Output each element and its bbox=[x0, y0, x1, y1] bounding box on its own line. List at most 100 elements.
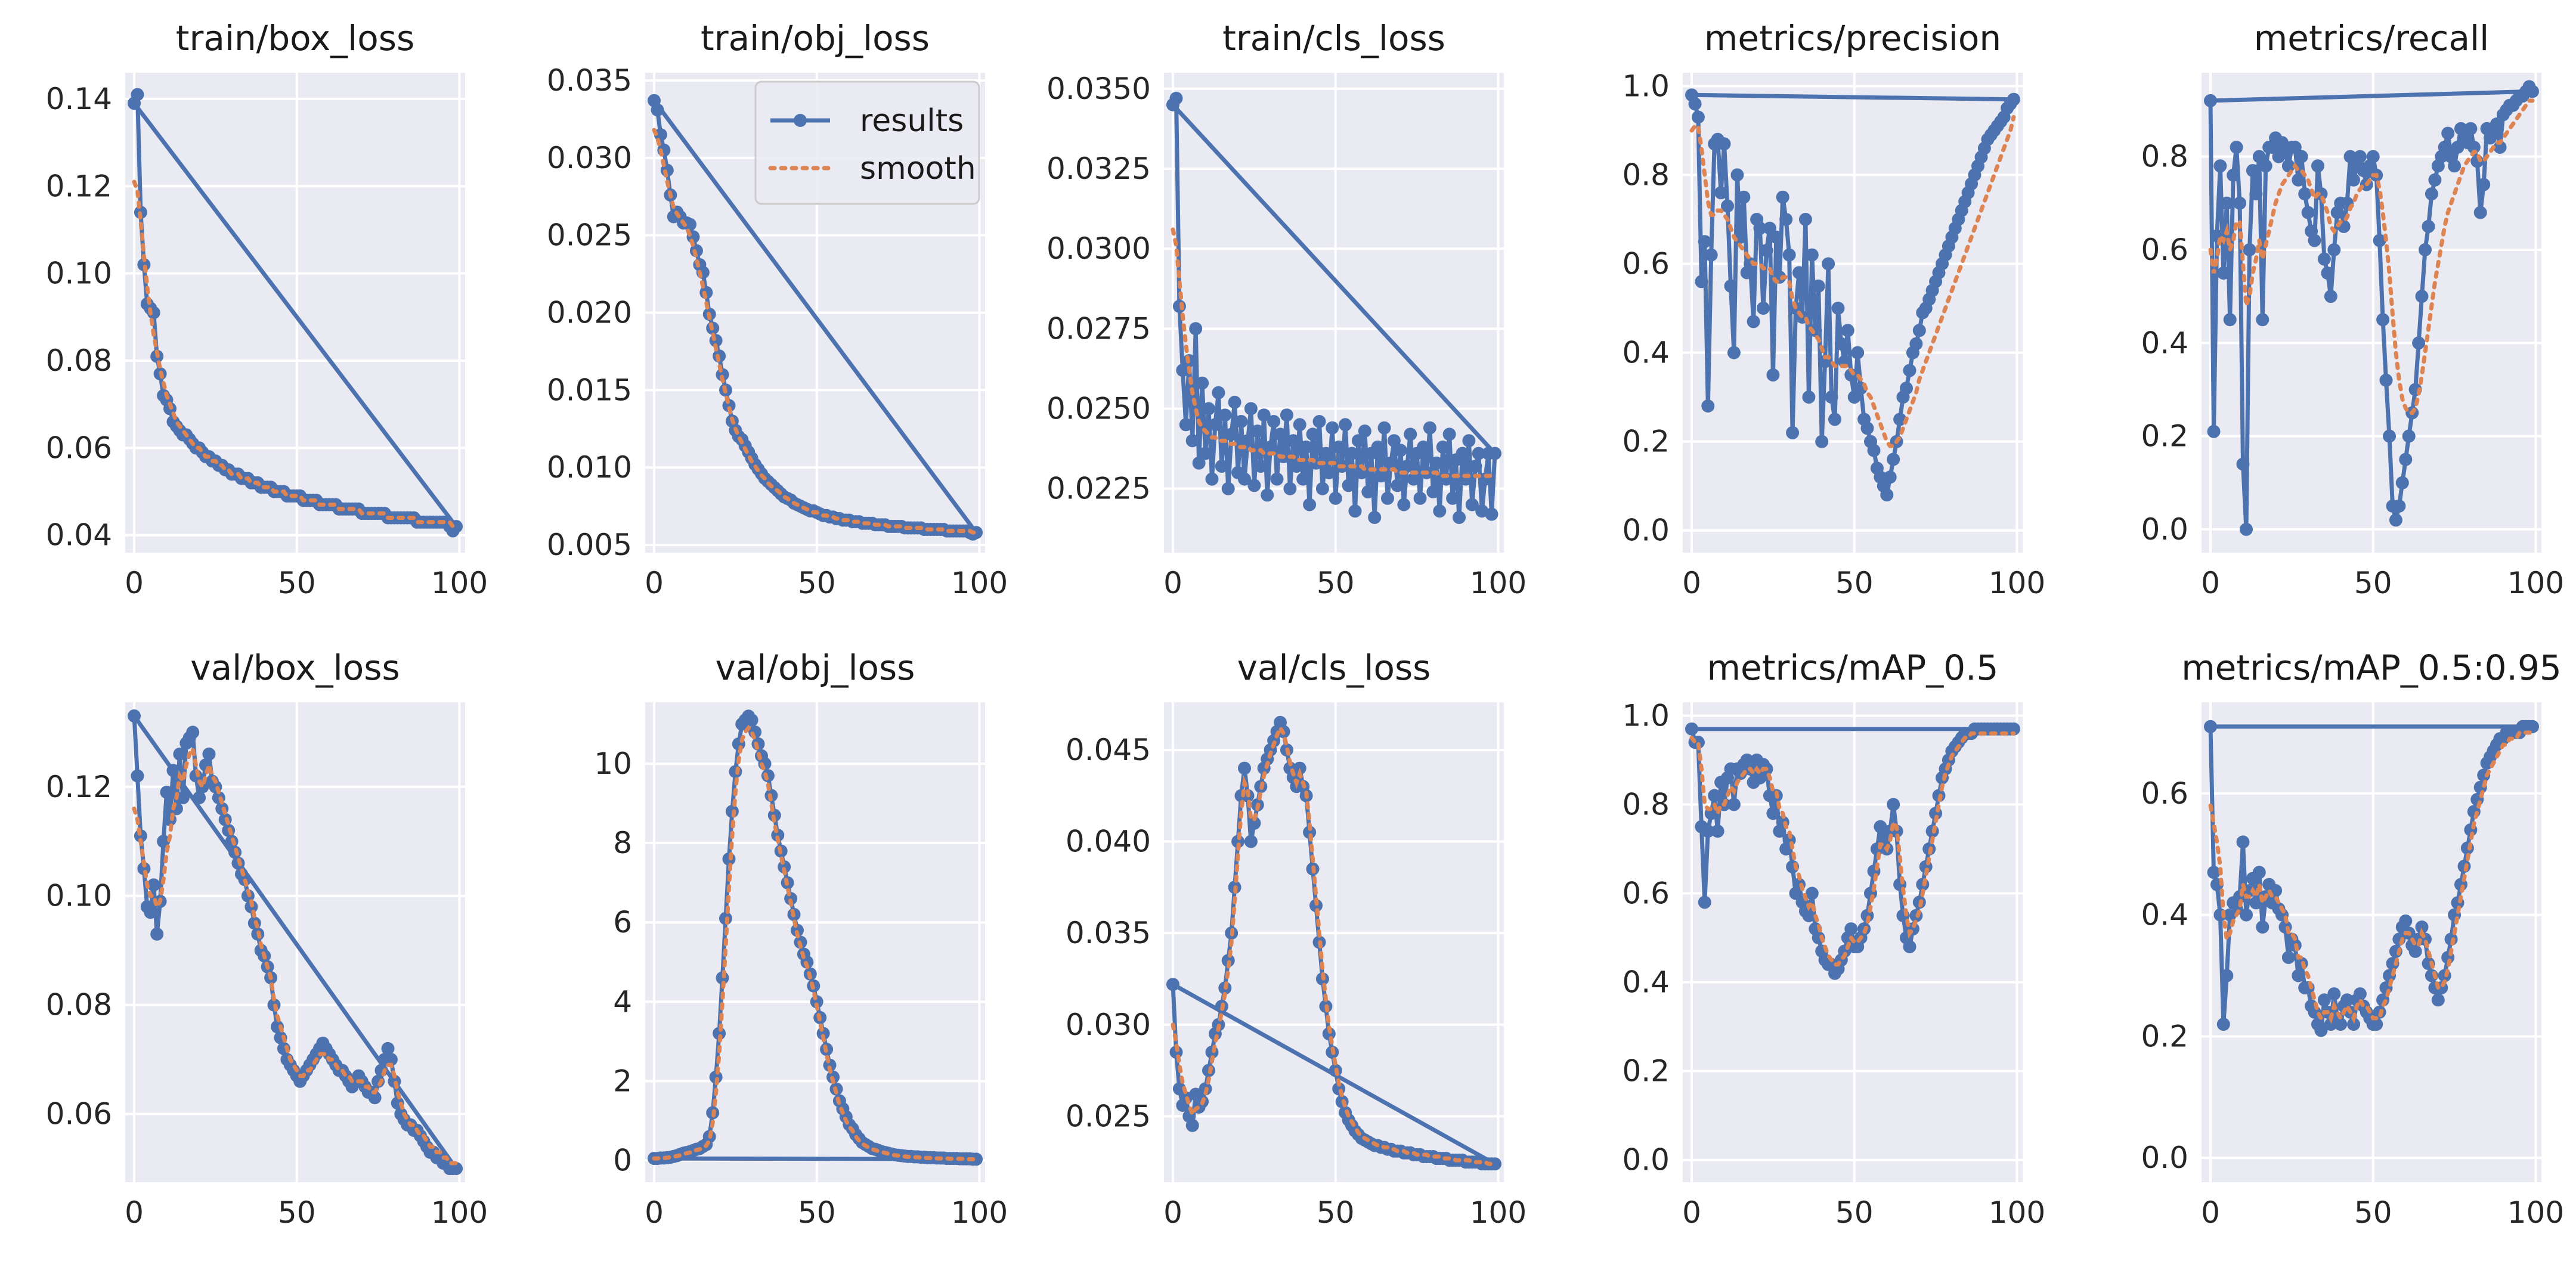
results-point bbox=[2422, 219, 2435, 233]
results-point bbox=[2314, 1024, 2328, 1037]
chart-title: train/box_loss bbox=[176, 18, 414, 58]
results-point bbox=[1176, 364, 1190, 377]
results-point bbox=[2366, 150, 2380, 163]
results-point bbox=[1296, 472, 1310, 486]
y-tick-label: 0.06 bbox=[46, 1097, 112, 1132]
results-point bbox=[1293, 418, 1306, 432]
x-tick-label: 100 bbox=[1989, 1195, 2045, 1230]
results-point bbox=[1218, 408, 1232, 422]
results-point bbox=[2240, 522, 2253, 536]
results-point bbox=[1254, 460, 1268, 473]
y-tick-label: 0.4 bbox=[1622, 965, 1670, 1000]
plot-background bbox=[2202, 702, 2541, 1182]
results-point bbox=[2402, 429, 2416, 443]
results-point bbox=[1805, 248, 1819, 262]
y-tick-label: 0.040 bbox=[1066, 825, 1151, 859]
results-point bbox=[144, 906, 157, 919]
chart-title: train/obj_loss bbox=[701, 18, 930, 58]
results-point bbox=[1358, 424, 1371, 438]
results-point bbox=[1708, 789, 1722, 802]
results-point bbox=[651, 103, 664, 117]
results-point bbox=[1867, 444, 1881, 457]
results-point bbox=[1286, 434, 1300, 448]
results-point bbox=[745, 713, 758, 727]
results-point bbox=[1274, 427, 1287, 441]
results-point bbox=[2220, 196, 2234, 210]
results-point bbox=[1721, 199, 1734, 213]
results-point bbox=[1912, 324, 1926, 337]
panel-train-box-loss: 0 50 100 0.04 0.06 0.08 0.10 0.12 0.14 train/box_… bbox=[46, 18, 488, 600]
results-point bbox=[2298, 187, 2312, 201]
results-point bbox=[1381, 491, 1394, 505]
results-point bbox=[2256, 920, 2270, 934]
y-tick-label: 0.08 bbox=[46, 343, 112, 378]
results-point bbox=[2249, 896, 2263, 910]
results-point bbox=[2240, 908, 2253, 922]
x-tick-label: 0 bbox=[645, 566, 664, 600]
results-point bbox=[1215, 460, 1228, 473]
results-point bbox=[2408, 944, 2422, 958]
y-tick-label: 0.005 bbox=[547, 528, 632, 562]
smooth-line bbox=[652, 128, 979, 535]
x-tick-label: 100 bbox=[2507, 566, 2564, 600]
results-point bbox=[1469, 460, 1482, 473]
results-point bbox=[1704, 248, 1718, 262]
legend-box bbox=[754, 80, 980, 205]
results-point bbox=[2419, 243, 2432, 256]
results-point bbox=[1351, 434, 1365, 448]
results-point bbox=[1883, 470, 1897, 484]
results-point bbox=[2526, 85, 2539, 98]
results-point bbox=[2007, 92, 2020, 106]
results-point bbox=[1691, 110, 1705, 124]
results-point bbox=[2301, 206, 2315, 219]
y-tick-label: 0.025 bbox=[547, 218, 632, 253]
results-point bbox=[1802, 909, 1816, 922]
results-point bbox=[1270, 472, 1284, 486]
results-point bbox=[1257, 408, 1271, 422]
results-point bbox=[1283, 482, 1297, 495]
y-tick-label: 0.04 bbox=[46, 518, 112, 553]
results-point bbox=[2399, 452, 2413, 466]
results-point bbox=[1698, 895, 1711, 909]
results-point bbox=[1776, 190, 1789, 204]
y-tick-label: 0.06 bbox=[46, 430, 112, 465]
results-point bbox=[1812, 279, 1825, 293]
results-point bbox=[2464, 122, 2478, 135]
y-tick-label: 0.0 bbox=[2141, 1140, 2188, 1175]
results-point bbox=[1169, 91, 1183, 105]
results-point bbox=[1332, 440, 1346, 454]
results-point bbox=[1488, 447, 1501, 460]
panel-metrics-precision: 0 50 100 0.0 0.2 0.4 0.6 0.8 1.0 metrics/precisio… bbox=[1622, 18, 2045, 600]
y-tick-label: 0.0 bbox=[1622, 513, 1670, 548]
results-point bbox=[381, 1042, 395, 1055]
results-point bbox=[2281, 159, 2295, 173]
x-tick-label: 100 bbox=[951, 566, 1008, 600]
results-point bbox=[1688, 97, 1702, 111]
results-point bbox=[202, 747, 216, 761]
y-tick-label: 0.2 bbox=[1622, 424, 1670, 459]
results-point bbox=[2256, 313, 2270, 327]
results-point bbox=[1179, 418, 1193, 432]
results-point bbox=[1261, 488, 1274, 502]
chart-title: metrics/mAP_0.5 bbox=[1707, 647, 1999, 688]
legend: results smooth bbox=[754, 80, 980, 205]
results-point bbox=[2233, 196, 2247, 210]
results-point bbox=[1221, 482, 1235, 495]
results-point bbox=[1903, 364, 1916, 377]
results-point bbox=[1698, 235, 1711, 249]
results-point bbox=[970, 1152, 983, 1166]
y-tick-label: 6 bbox=[613, 905, 632, 940]
results-point bbox=[1453, 511, 1466, 524]
results-point bbox=[2353, 987, 2367, 1001]
results-point bbox=[1404, 427, 1417, 441]
results-point bbox=[2216, 1018, 2230, 1031]
x-tick-label: 50 bbox=[1317, 566, 1355, 600]
results-point bbox=[1822, 257, 1835, 271]
results-point bbox=[2353, 150, 2367, 163]
x-tick-label: 50 bbox=[798, 1195, 836, 1230]
y-tick-label: 0.12 bbox=[46, 169, 112, 203]
smooth-line bbox=[2208, 730, 2535, 1024]
x-tick-label: 50 bbox=[278, 1195, 316, 1230]
results-point bbox=[1185, 1118, 1199, 1132]
y-tick-label: 0.12 bbox=[46, 770, 112, 804]
